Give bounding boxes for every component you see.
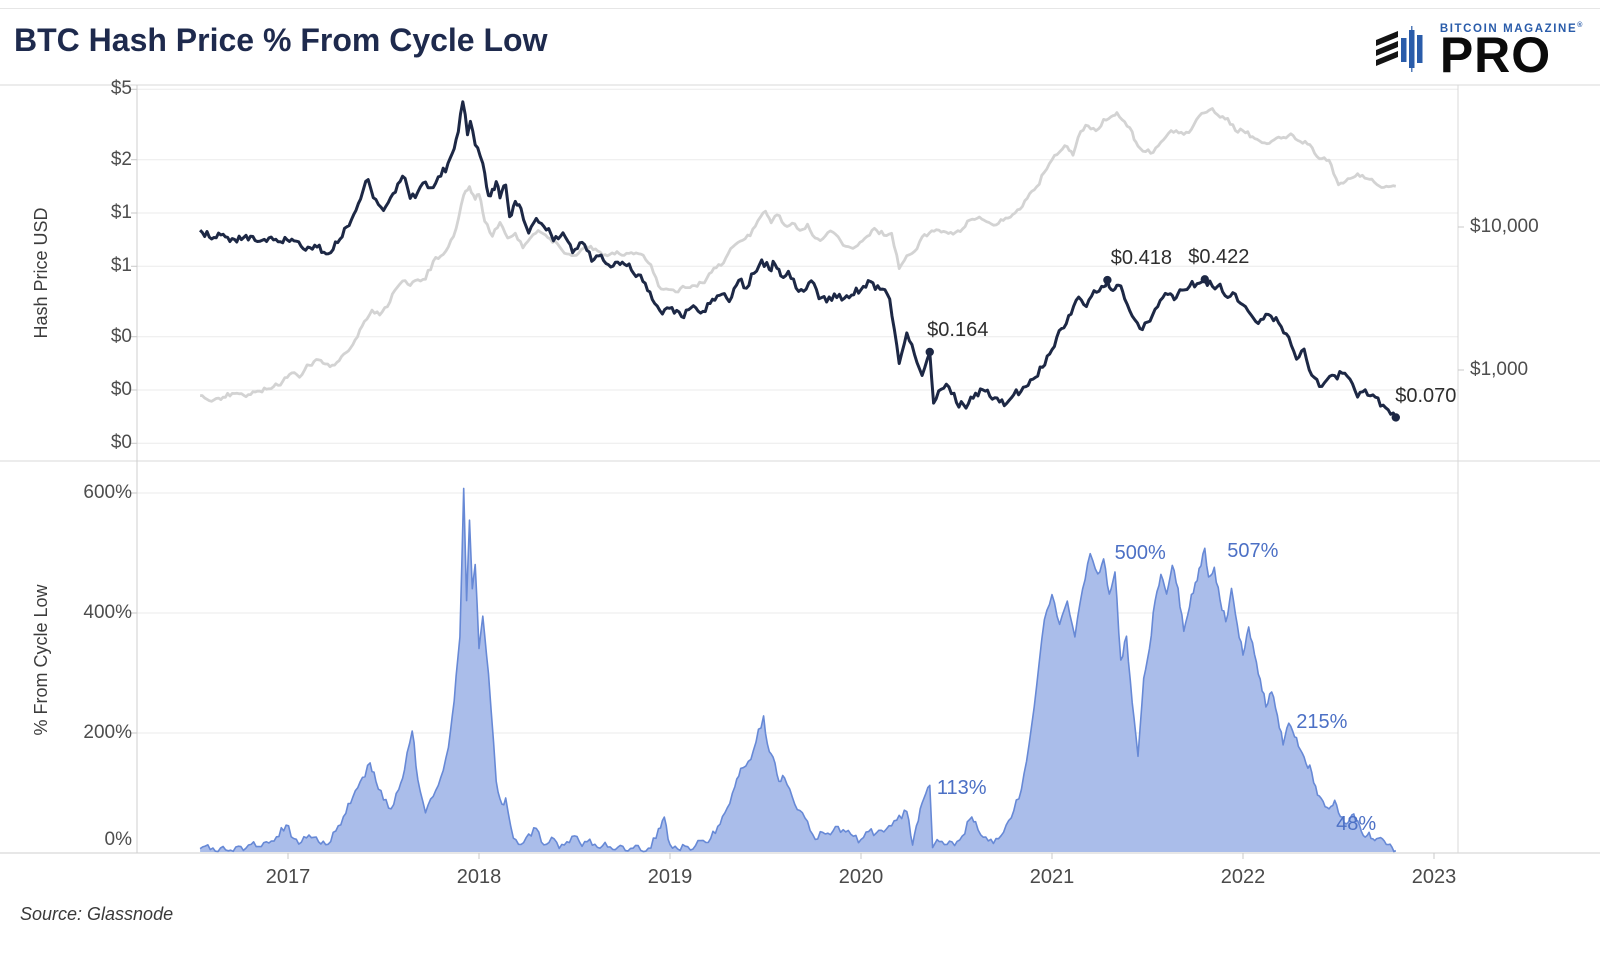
annotation-label: 500%	[1114, 542, 1166, 564]
annotation-label: 215%	[1296, 711, 1348, 733]
top-y-tick-label: $1	[110, 202, 132, 223]
annotation-label: $0.418	[1110, 247, 1172, 270]
bitcoin-magazine-pro-logo: BITCOIN MAGAZINE® PRO	[1374, 22, 1584, 83]
x-tick-label: 2022	[1220, 866, 1266, 888]
page-title: BTC Hash Price % From Cycle Low	[14, 22, 548, 58]
annotation-label: 507%	[1227, 539, 1279, 562]
annotation-label: $0.070	[1395, 385, 1457, 408]
logo-text: BITCOIN MAGAZINE® PRO	[1439, 22, 1584, 83]
top-y-tick-label: $0	[110, 379, 132, 400]
x-tick-label: 2020	[838, 866, 884, 888]
source-note: Source: Glassnode	[20, 904, 174, 924]
x-tick-label: 2019	[647, 866, 693, 888]
top-y-tick-label: $2	[110, 148, 132, 170]
bottom-y-axis-title: % From Cycle Low	[31, 584, 51, 736]
bottom-y-tick-label: 600%	[83, 482, 132, 503]
right-y-tick-label: $10,000	[1470, 216, 1539, 237]
top-y-tick-label: $1	[110, 255, 132, 277]
bottom-y-tick-label: 400%	[83, 602, 132, 623]
logo-product: PRO	[1439, 26, 1552, 83]
right-y-tick-label: $1,000	[1470, 359, 1529, 380]
x-tick-label: 2021	[1029, 866, 1075, 888]
top-y-tick-label: $0	[110, 325, 132, 347]
annotation-label: 48%	[1336, 813, 1377, 836]
x-tick-label: 2018	[456, 866, 502, 888]
bitcoin-magazine-logo-icon	[1375, 25, 1423, 72]
top-y-axis-title: Hash Price USD	[31, 207, 51, 339]
bottom-y-tick-label: 0%	[104, 829, 132, 850]
x-tick-label: 2023	[1411, 866, 1457, 888]
annotation-label: $0.164	[927, 318, 989, 341]
annotation-label: $0.422	[1188, 246, 1250, 269]
logo-brand: BITCOIN MAGAZINE®	[1439, 22, 1584, 35]
annotation-label: 113%	[936, 777, 987, 800]
top-y-tick-label: $5	[110, 78, 132, 100]
top-divider	[0, 8, 1600, 9]
top-y-tick-label: $0	[110, 432, 132, 454]
bottom-y-tick-label: 200%	[83, 722, 132, 743]
x-tick-label: 2017	[265, 866, 311, 888]
registered-mark: ®	[1577, 22, 1584, 29]
